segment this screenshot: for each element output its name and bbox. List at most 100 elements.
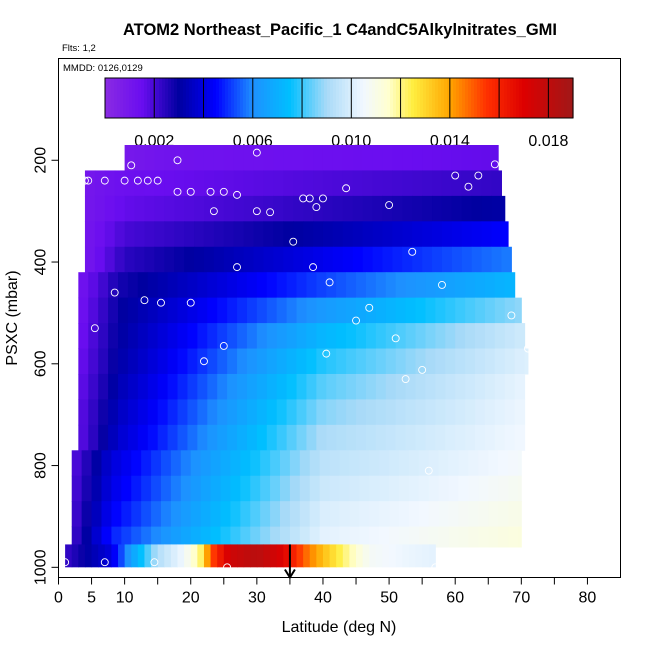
heatmap-cell [332, 195, 344, 222]
heatmap-cell [127, 399, 139, 426]
heatmap-cell [399, 450, 410, 477]
heatmap-cell [402, 246, 413, 273]
heatmap-cell [167, 323, 179, 350]
heatmap-cell [184, 170, 195, 197]
heatmap-cell [481, 221, 493, 248]
heatmap-cell [174, 246, 185, 273]
heatmap-cell [289, 544, 298, 568]
colorbar-swatch [333, 78, 337, 118]
heatmap-cell [405, 399, 417, 426]
heatmap-cell [220, 501, 231, 528]
heatmap-cell [276, 323, 288, 350]
y-axis-label: PSXC (mbar) [4, 270, 21, 365]
heatmap-cell [286, 323, 298, 350]
heatmap-cell [481, 246, 493, 273]
heatmap-cell [438, 526, 450, 548]
heatmap-cell [144, 544, 152, 568]
observation-point [312, 203, 321, 212]
heatmap-cell [484, 399, 496, 426]
colorbar-swatch [558, 78, 562, 118]
heatmap-cell [329, 450, 340, 477]
colorbar-swatch [162, 78, 166, 118]
heatmap-cell [131, 544, 139, 568]
heatmap-cell [514, 297, 522, 324]
observation-point [385, 201, 394, 209]
heatmap-cell [283, 544, 291, 568]
heatmap-cell [441, 170, 453, 197]
colorbar-swatch [366, 78, 370, 118]
heatmap-cell [475, 348, 486, 375]
heatmap-cell [296, 424, 307, 451]
heatmap-cell [144, 195, 155, 222]
heatmap-cell [137, 373, 149, 400]
observation-point [252, 207, 261, 216]
observation-point [289, 237, 298, 246]
heatmap-cell [207, 373, 218, 400]
heatmap-cell [250, 526, 261, 548]
x-tick-label: 40 [314, 590, 332, 607]
heatmap-cell [313, 145, 324, 171]
heatmap-cell [375, 323, 387, 350]
heatmap-cell [174, 145, 185, 171]
heatmap-cell [339, 450, 350, 477]
heatmap-cell [88, 323, 99, 350]
heatmap-cell [203, 170, 215, 197]
heatmap-cell [111, 450, 122, 477]
heatmap-cell [405, 424, 417, 451]
heatmap-cell [494, 399, 506, 426]
heatmap-cell [445, 297, 456, 324]
heatmap-cell [227, 399, 238, 426]
heatmap-cell [127, 323, 139, 350]
colorbar-swatch [441, 78, 445, 118]
heatmap-cell [137, 323, 149, 350]
heatmap-cell [200, 501, 212, 528]
heatmap-cell [194, 195, 205, 222]
colorbar-swatch [279, 78, 283, 118]
colorbar-swatch [231, 78, 235, 118]
heatmap-cell [124, 544, 132, 568]
heatmap-cell [256, 399, 268, 426]
heatmap-cell [346, 399, 357, 426]
colorbar-swatch [390, 78, 394, 118]
heatmap-cell [518, 450, 522, 477]
heatmap-cell [362, 246, 374, 273]
heatmap-cell [253, 170, 264, 197]
colorbar-swatch [405, 78, 409, 118]
colorbar-swatch [423, 78, 427, 118]
colorbar-swatch [369, 78, 373, 118]
colorbar-swatch [228, 78, 232, 118]
heatmap-cell [94, 221, 106, 248]
heatmap-cell [197, 373, 208, 400]
heatmap-cell [313, 246, 324, 273]
heatmap-cell [246, 323, 258, 350]
heatmap-cell [160, 450, 172, 477]
heatmap-cell [65, 544, 73, 568]
x-tick-label: 0 [54, 590, 63, 607]
heatmap-cell [491, 170, 502, 197]
heatmap-cell [240, 526, 251, 548]
x-tick-label: 60 [446, 590, 464, 607]
observation-point [431, 563, 440, 572]
heatmap-cell [197, 348, 208, 375]
heatmap-cell [194, 246, 205, 273]
heatmap-cell [223, 195, 235, 222]
heatmap-cell [84, 195, 96, 222]
heatmap-cell [157, 323, 169, 350]
y-tick-label: 400 [33, 249, 50, 276]
heatmap-cell [362, 145, 374, 171]
colorbar-swatch [240, 78, 244, 118]
heatmap-cell [84, 246, 96, 273]
heatmap-cell [468, 450, 479, 477]
heatmap-cell [256, 424, 268, 451]
y-tick-label: 800 [33, 452, 50, 479]
observation-point [80, 176, 89, 185]
heatmap-cell [356, 424, 367, 451]
heatmap-cell [160, 475, 172, 502]
heatmap-cell [448, 526, 460, 548]
heatmap-cell [425, 424, 436, 451]
heatmap-cell [289, 475, 301, 502]
heatmap-cell [137, 348, 149, 375]
heatmap-cell [104, 195, 116, 222]
heatmap-cell [428, 450, 440, 477]
colorbar-swatch [273, 78, 277, 118]
